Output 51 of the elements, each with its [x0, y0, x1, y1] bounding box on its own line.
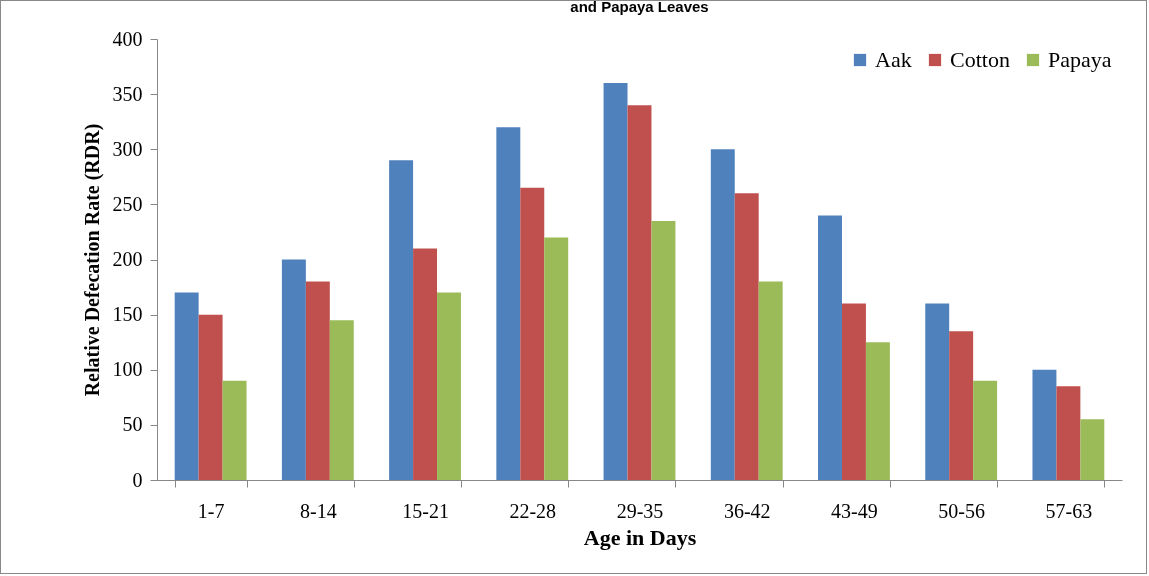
bar: [1080, 419, 1105, 480]
bar: [222, 380, 247, 480]
bar: [1032, 369, 1057, 480]
bar: [198, 314, 223, 480]
bar: [651, 220, 676, 480]
bar: [281, 259, 306, 480]
bar: [865, 342, 890, 480]
bar: [973, 380, 998, 480]
bar: [544, 237, 569, 480]
bar: [1056, 386, 1081, 480]
x-tick-label: 15-21: [402, 499, 449, 522]
bar: [734, 193, 759, 480]
bar: [710, 149, 735, 480]
bar: [496, 127, 521, 480]
x-tick-label: 36-42: [723, 499, 771, 522]
x-tick-label: 43-49: [831, 499, 878, 522]
bar: [949, 331, 974, 480]
y-tick-label: 200: [112, 248, 143, 270]
bar: [603, 83, 628, 480]
bar: [329, 320, 354, 480]
x-tick-label: 1-7: [197, 499, 225, 522]
y-tick-label: 300: [112, 137, 143, 160]
bar: [174, 292, 199, 480]
bar: [389, 160, 414, 480]
bar: [925, 303, 950, 480]
y-tick-label: 150: [112, 303, 143, 326]
y-tick-label: 400: [112, 27, 143, 50]
bar: [818, 215, 842, 480]
bar: [413, 248, 438, 480]
y-axis-title: Relative Defecation Rate (RDR): [80, 123, 104, 397]
y-tick-label: 100: [112, 358, 143, 381]
x-tick-label: 22-28: [509, 499, 557, 522]
y-tick-label: 250: [112, 192, 143, 215]
chart-title: and Papaya Leaves: [570, 0, 709, 15]
bar: [437, 292, 461, 480]
x-tick-label: 50-56: [938, 499, 985, 522]
y-tick-label: 0: [132, 468, 143, 491]
bar: [520, 187, 545, 480]
legend-label: Papaya: [1048, 47, 1112, 72]
x-tick-label: 57-63: [1045, 499, 1093, 522]
x-tick-label: 29-35: [616, 499, 664, 522]
legend-label: Cotton: [950, 47, 1010, 72]
bar: [758, 281, 783, 480]
bar: [305, 281, 330, 480]
legend-label: Aak: [875, 47, 912, 72]
y-tick-label: 50: [122, 413, 143, 436]
bar: [841, 303, 866, 480]
x-axis-title: Age in Days: [583, 524, 697, 550]
x-tick-label: 8-14: [300, 499, 337, 522]
y-tick-label: 350: [112, 82, 143, 105]
bar: [627, 105, 652, 480]
